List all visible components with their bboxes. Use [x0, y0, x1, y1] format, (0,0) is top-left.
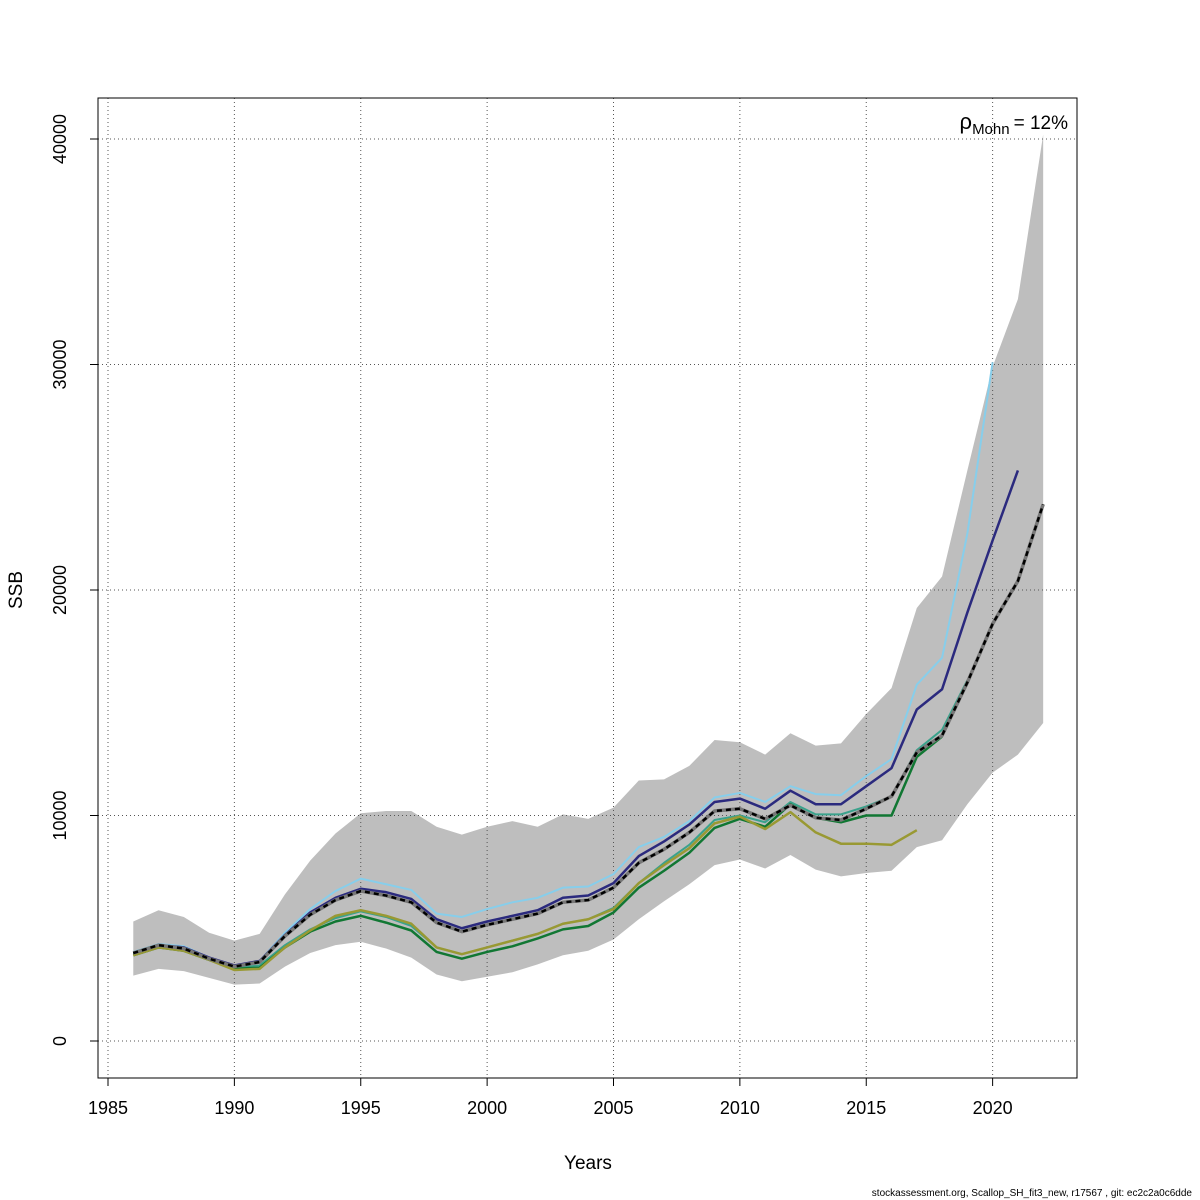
confidence-band	[133, 134, 1044, 985]
confidence-band-area	[133, 134, 1044, 985]
plot-frame	[97, 97, 1078, 1079]
rho-subscript: Mohn	[972, 121, 1010, 138]
rho-symbol: ρ	[960, 109, 973, 134]
x-tick-label: 1995	[341, 1098, 381, 1118]
footer-credit: stockassessment.org, Scallop_SH_fit3_new…	[872, 1188, 1193, 1199]
x-tick-label: 2015	[846, 1098, 886, 1118]
rho-value: = 12%	[1014, 113, 1069, 134]
x-axis: 1985 1990 1995 2000 2005 2010 2015 2020	[88, 1078, 1013, 1118]
x-tick-label: 2020	[973, 1098, 1013, 1118]
y-tick-label: 30000	[50, 339, 70, 389]
y-tick-label: 0	[50, 1036, 70, 1046]
y-axis: 0 10000 20000 30000 40000	[50, 114, 98, 1046]
y-tick-label: 20000	[50, 565, 70, 615]
y-axis-title: SSB	[6, 571, 27, 609]
series-line-5	[132, 503, 1045, 968]
mohn-rho-annotation: ρMohn = 12%	[960, 109, 1069, 138]
x-tick-label: 1985	[88, 1098, 128, 1118]
series-line-4	[132, 810, 918, 972]
x-axis-title: Years	[564, 1153, 612, 1174]
x-tick-label: 2000	[467, 1098, 507, 1118]
x-tick-label: 2005	[593, 1098, 633, 1118]
y-tick-label: 10000	[50, 790, 70, 840]
x-tick-label: 2010	[720, 1098, 760, 1118]
x-tick-label: 1990	[214, 1098, 254, 1118]
series-lines	[132, 362, 1045, 972]
y-tick-label: 40000	[50, 114, 70, 164]
